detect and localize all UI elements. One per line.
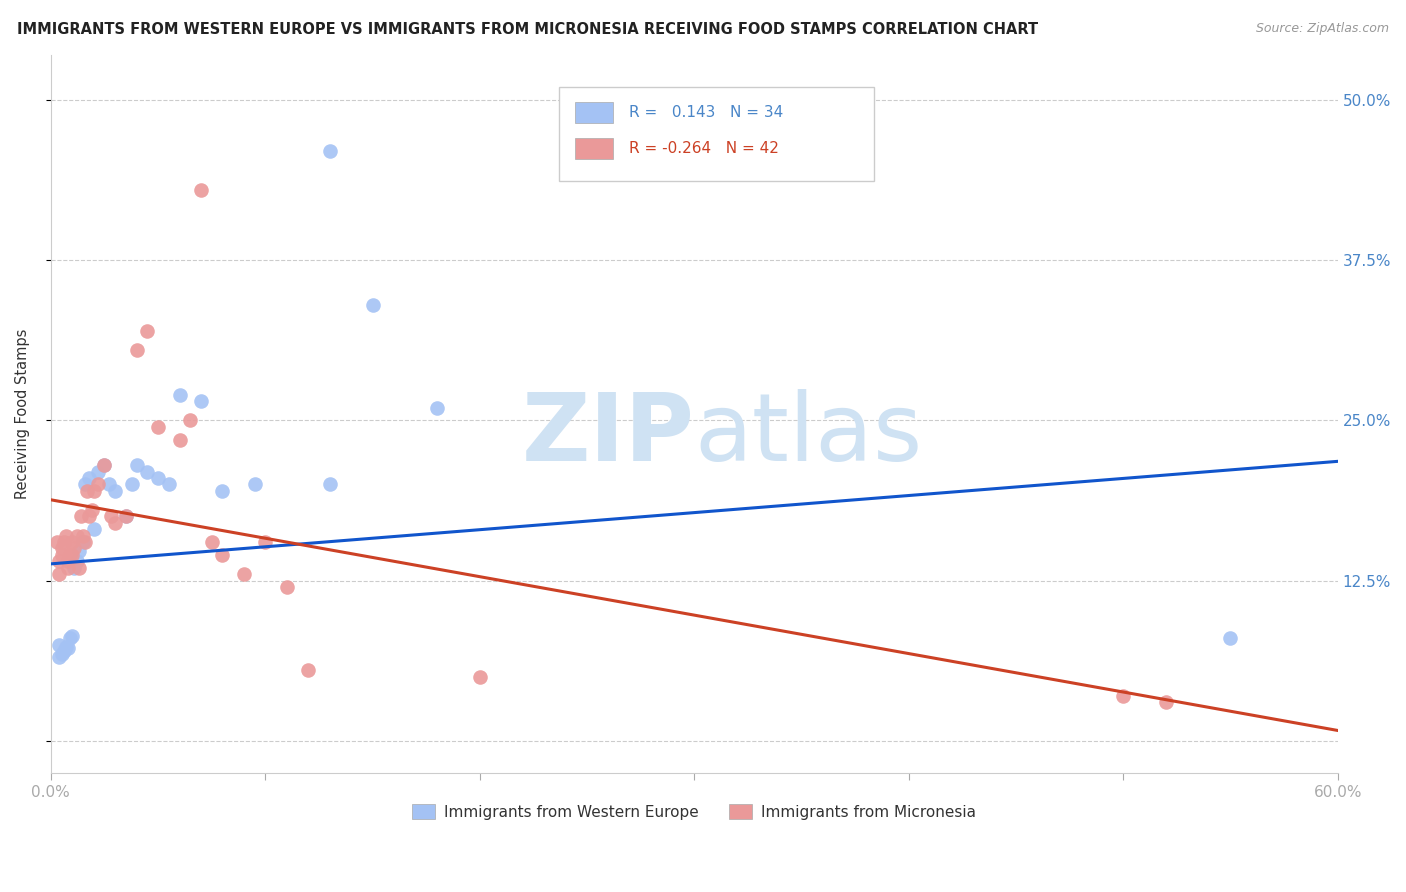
Point xyxy=(104,483,127,498)
Point xyxy=(169,388,191,402)
Point xyxy=(361,298,384,312)
Point xyxy=(254,535,277,549)
Point xyxy=(97,477,120,491)
Point xyxy=(56,560,79,574)
Point xyxy=(115,509,138,524)
Point xyxy=(93,458,115,473)
FancyBboxPatch shape xyxy=(560,87,875,181)
Point xyxy=(83,483,105,498)
Point xyxy=(243,477,266,491)
Point xyxy=(52,644,75,658)
Point xyxy=(79,471,101,485)
FancyBboxPatch shape xyxy=(575,137,613,159)
Point xyxy=(79,509,101,524)
Point xyxy=(115,509,138,524)
Point xyxy=(125,458,148,473)
Point xyxy=(65,529,87,543)
Point xyxy=(1219,631,1241,645)
Point xyxy=(93,458,115,473)
Point xyxy=(201,535,224,549)
Point xyxy=(87,477,110,491)
Text: IMMIGRANTS FROM WESTERN EUROPE VS IMMIGRANTS FROM MICRONESIA RECEIVING FOOD STAM: IMMIGRANTS FROM WESTERN EUROPE VS IMMIGR… xyxy=(17,22,1038,37)
Point xyxy=(48,638,70,652)
Point xyxy=(76,483,98,498)
Point xyxy=(55,529,77,543)
Point xyxy=(63,541,86,556)
Point xyxy=(80,503,103,517)
Point xyxy=(48,650,70,665)
Point xyxy=(72,535,94,549)
Point xyxy=(48,554,70,568)
Point xyxy=(87,465,110,479)
Point xyxy=(56,641,79,656)
Point xyxy=(146,471,169,485)
Point xyxy=(211,548,233,562)
Point xyxy=(146,419,169,434)
Point xyxy=(1154,695,1177,709)
Point xyxy=(67,544,90,558)
Point xyxy=(55,640,77,655)
Text: R = -0.264   N = 42: R = -0.264 N = 42 xyxy=(628,141,779,156)
Text: atlas: atlas xyxy=(695,390,922,482)
Point xyxy=(468,670,491,684)
Point xyxy=(179,413,201,427)
Point xyxy=(52,535,75,549)
Y-axis label: Receiving Food Stamps: Receiving Food Stamps xyxy=(15,329,30,500)
Point xyxy=(46,535,69,549)
Point xyxy=(100,509,122,524)
Point xyxy=(75,477,97,491)
Point xyxy=(65,554,87,568)
Point xyxy=(75,535,97,549)
Legend: Immigrants from Western Europe, Immigrants from Micronesia: Immigrants from Western Europe, Immigran… xyxy=(406,798,983,826)
Point xyxy=(67,560,90,574)
Point xyxy=(56,554,79,568)
Point xyxy=(157,477,180,491)
Point xyxy=(59,548,82,562)
Point xyxy=(60,535,83,549)
Point xyxy=(59,631,82,645)
FancyBboxPatch shape xyxy=(575,102,613,123)
Point xyxy=(51,548,73,562)
Point xyxy=(169,433,191,447)
Point xyxy=(70,509,93,524)
Point xyxy=(318,145,340,159)
Point xyxy=(83,522,105,536)
Text: R =   0.143   N = 34: R = 0.143 N = 34 xyxy=(628,105,783,120)
Point xyxy=(1112,689,1135,703)
Point xyxy=(63,560,86,574)
Text: Source: ZipAtlas.com: Source: ZipAtlas.com xyxy=(1256,22,1389,36)
Point xyxy=(232,567,254,582)
Text: ZIP: ZIP xyxy=(522,390,695,482)
Point xyxy=(51,647,73,661)
Point xyxy=(125,343,148,357)
Point xyxy=(121,477,143,491)
Point xyxy=(136,324,159,338)
Point xyxy=(297,663,319,677)
Point xyxy=(136,465,159,479)
Point xyxy=(60,629,83,643)
Point xyxy=(51,541,73,556)
Point xyxy=(104,516,127,530)
Point xyxy=(190,394,212,409)
Point xyxy=(48,567,70,582)
Point xyxy=(190,183,212,197)
Point xyxy=(72,529,94,543)
Point xyxy=(60,548,83,562)
Point xyxy=(276,580,298,594)
Point xyxy=(318,477,340,491)
Point xyxy=(426,401,449,415)
Point xyxy=(211,483,233,498)
